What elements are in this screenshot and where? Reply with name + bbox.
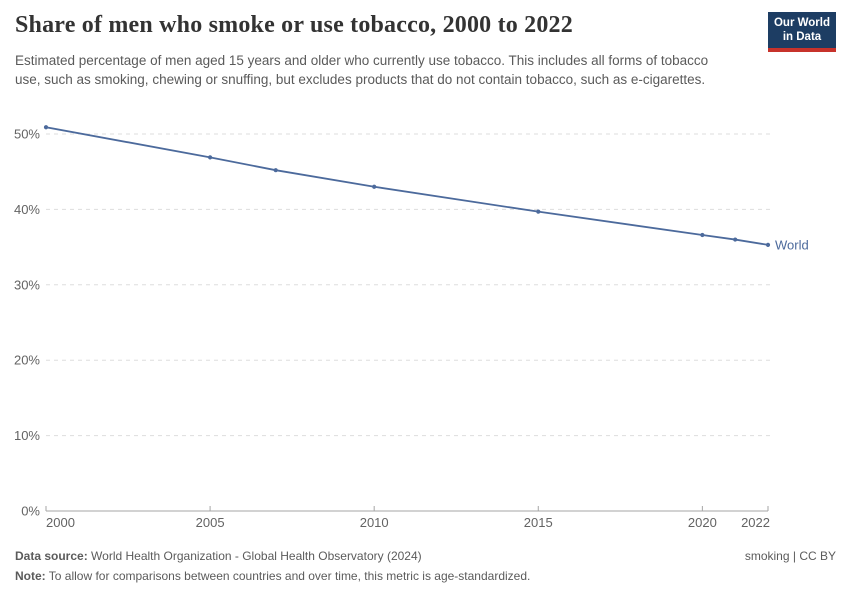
- x-tick-label-2010: 2010: [360, 515, 389, 530]
- data-point-2010: [372, 184, 377, 189]
- data-source-label: Data source:: [15, 549, 88, 563]
- y-tick-label-0: 0%: [21, 504, 40, 519]
- y-axis-labels: 0% 10% 20% 30% 40% 50%: [14, 127, 40, 519]
- chart-subtitle: Estimated percentage of men aged 15 year…: [15, 53, 709, 87]
- x-tick-label-2020: 2020: [688, 515, 717, 530]
- x-tick-label-2000: 2000: [46, 515, 75, 530]
- gridlines: [46, 133, 771, 437]
- data-point-2021: [733, 237, 738, 242]
- license-link[interactable]: smoking | CC BY: [744, 549, 836, 563]
- series-end-label-world[interactable]: World: [775, 237, 809, 252]
- data-source-text: World Health Organization - Global Healt…: [87, 549, 422, 563]
- y-tick-label-20: 20%: [14, 353, 40, 368]
- x-tick-label-2022: 2022: [741, 515, 770, 530]
- x-tick-label-2005: 2005: [196, 515, 225, 530]
- owid-logo[interactable]: Our World in Data: [768, 12, 836, 52]
- data-point-2020: [700, 232, 705, 238]
- y-tick-label-30: 30%: [14, 277, 40, 292]
- x-axis: 2000 2005 2010 2015 2020 2022: [45, 506, 770, 530]
- series-world: World: [43, 125, 809, 252]
- y-tick-label-40: 40%: [14, 202, 40, 217]
- x-tick-label-2015: 2015: [524, 515, 553, 530]
- y-tick-label-50: 50%: [14, 127, 40, 142]
- y-tick-label-10: 10%: [14, 428, 40, 443]
- footer-note-line: Note: To allow for comparisons between c…: [15, 569, 836, 584]
- owid-logo-line2: in Data: [782, 30, 822, 43]
- data-point-2007: [273, 168, 278, 173]
- series-line-world: [45, 126, 769, 246]
- chart-svg: 0% 10% 20% 30% 40% 50% 2000 2005 2010 2015 2020 202…: [14, 125, 809, 530]
- data-point-2005: [207, 155, 213, 160]
- note-text: To allow for comparisons between countri…: [45, 569, 531, 583]
- footer-source-line: Data source: World Health Organization -…: [15, 549, 836, 564]
- owid-logo-line1: Our World: [773, 17, 830, 29]
- data-point-2000: [43, 125, 49, 130]
- data-point-2015: [536, 209, 541, 214]
- page-title: Share of men who smoke or use tobacco, 2…: [15, 12, 573, 38]
- note-label: Note:: [15, 569, 46, 583]
- data-point-2022: [765, 242, 771, 247]
